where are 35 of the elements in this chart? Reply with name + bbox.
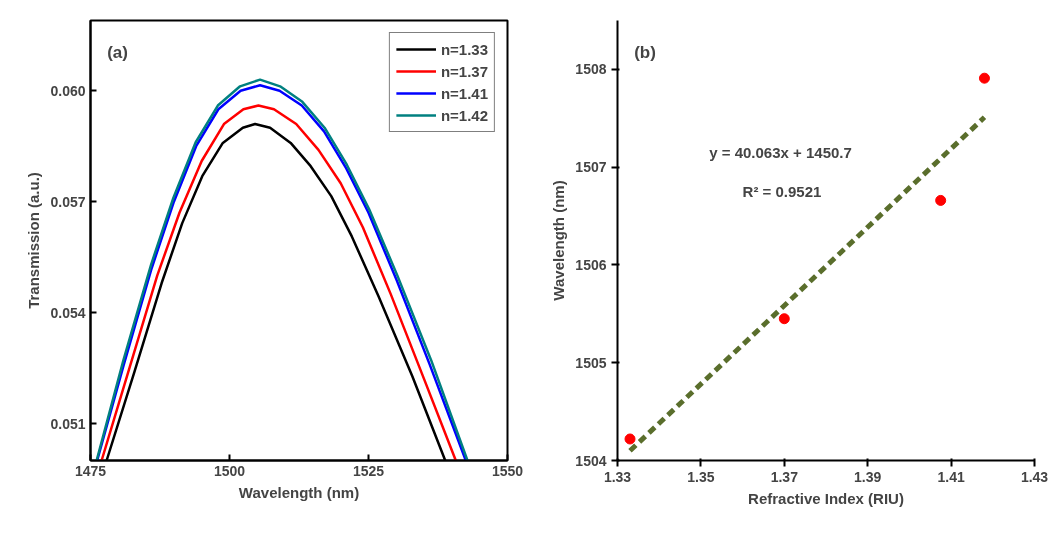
x-tick-label: 1475 — [74, 462, 107, 479]
y-axis-title: Transmission (a.u.) — [25, 172, 43, 309]
x-tick-label: 1500 — [213, 462, 246, 479]
x-axis-title: Wavelength (nm) — [238, 483, 360, 501]
y-tick-label: 0.051 — [50, 415, 86, 432]
annotation: (b) — [634, 42, 656, 62]
x-tick-label: 1550 — [491, 462, 524, 479]
y-tick-label: 1508 — [575, 61, 607, 78]
x-tick-label: 1.43 — [1020, 468, 1049, 485]
x-tick-label: 1.35 — [687, 468, 715, 485]
y-tick-label: 1505 — [575, 354, 607, 371]
x-tick-label: 1.39 — [854, 468, 882, 485]
x-tick-label: 1.37 — [770, 468, 799, 485]
legend-label: n=1.33 — [440, 40, 488, 58]
y-tick-label: 0.057 — [50, 193, 86, 210]
point — [978, 72, 990, 84]
y-tick-label: 0.060 — [50, 82, 86, 99]
point — [778, 313, 790, 325]
point — [935, 194, 947, 206]
legend-label: n=1.37 — [440, 62, 488, 80]
annotation: (a) — [107, 42, 128, 62]
y-axis-title: Wavelength (nm) — [550, 180, 568, 301]
y-tick-label: 0.054 — [50, 304, 86, 321]
y-tick-label: 1507 — [575, 159, 607, 176]
annotation: y = 40.063x + 1450.7 — [709, 143, 852, 161]
annotation: R² = 0.9521 — [742, 183, 822, 201]
x-axis-title: Refractive Index (RIU) — [748, 489, 904, 507]
legend-label: n=1.42 — [440, 106, 488, 124]
legend-label: n=1.41 — [440, 84, 488, 102]
y-tick-label: 1504 — [575, 452, 607, 469]
x-tick-label: 1525 — [352, 462, 385, 479]
x-tick-label: 1.41 — [937, 468, 965, 485]
point — [624, 433, 636, 445]
x-tick-label: 1.33 — [603, 468, 632, 485]
y-tick-label: 1506 — [575, 256, 607, 273]
